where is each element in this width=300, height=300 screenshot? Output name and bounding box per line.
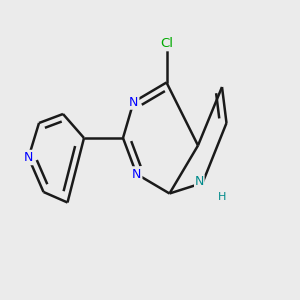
Text: H: H [218, 191, 226, 202]
Text: N: N [132, 167, 141, 181]
Text: Cl: Cl [160, 37, 173, 50]
Text: N: N [24, 151, 33, 164]
Text: N: N [195, 175, 204, 188]
Text: N: N [129, 95, 138, 109]
